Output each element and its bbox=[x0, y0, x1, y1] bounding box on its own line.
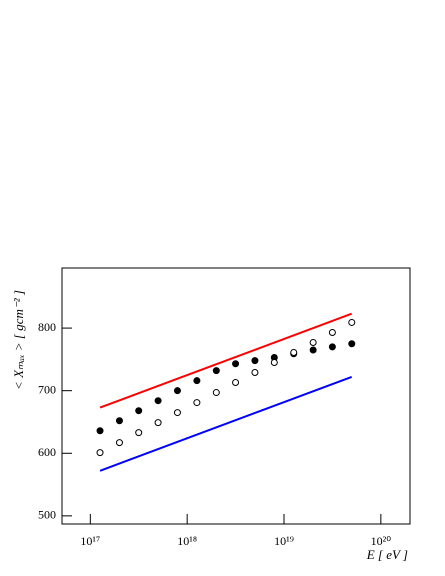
x-tick-label: 10¹⁹ bbox=[274, 534, 294, 548]
filled-point bbox=[348, 340, 356, 348]
filled-point bbox=[154, 397, 162, 405]
x-tick-label: 10²⁰ bbox=[371, 534, 392, 548]
filled-point bbox=[135, 407, 143, 415]
filled-point bbox=[251, 357, 259, 365]
line bbox=[99, 312, 353, 409]
filled-point bbox=[212, 367, 220, 375]
open-point bbox=[154, 419, 162, 427]
open-point bbox=[270, 359, 278, 367]
open-point bbox=[212, 389, 220, 397]
open-point bbox=[328, 328, 336, 336]
y-tick-label: 700 bbox=[38, 382, 56, 396]
open-point bbox=[348, 318, 356, 326]
open-point bbox=[232, 379, 240, 387]
filled-point bbox=[96, 427, 104, 435]
filled-point bbox=[328, 343, 336, 351]
filled-point bbox=[309, 346, 317, 354]
open-point bbox=[290, 348, 298, 356]
open-point bbox=[193, 399, 201, 407]
open-point bbox=[251, 369, 259, 377]
open-point bbox=[96, 449, 104, 457]
open-point bbox=[115, 439, 123, 447]
x-axis-label: E [ eV ] bbox=[366, 547, 408, 562]
open-point bbox=[173, 409, 181, 417]
x-tick-label: 10¹⁷ bbox=[80, 534, 100, 548]
y-tick-label: 600 bbox=[38, 445, 56, 459]
x-tick-label: 10¹⁸ bbox=[177, 534, 197, 548]
filled-point bbox=[232, 360, 240, 368]
y-tick-label: 800 bbox=[38, 320, 56, 334]
filled-point bbox=[115, 417, 123, 425]
y-axis-label: < Xₘₐₓ > [ gcm⁻² ] bbox=[11, 290, 26, 390]
plot-frame bbox=[61, 267, 411, 525]
y-tick-label: 500 bbox=[38, 508, 56, 522]
open-point bbox=[135, 429, 143, 437]
line bbox=[99, 375, 353, 472]
filled-point bbox=[173, 387, 181, 395]
open-point bbox=[309, 338, 317, 346]
filled-point bbox=[193, 377, 201, 385]
